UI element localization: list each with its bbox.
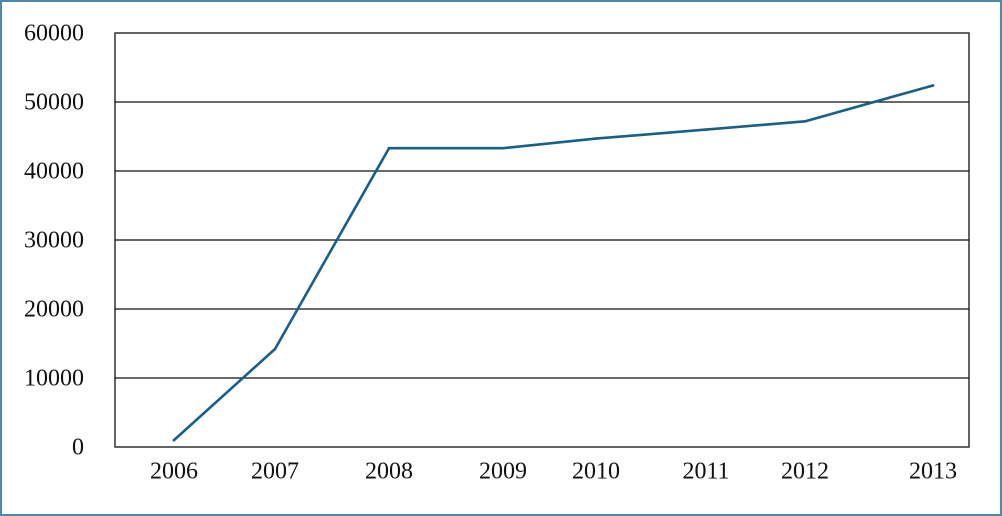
data-point-2008: [387, 146, 391, 150]
data-point-2009: [501, 146, 505, 150]
data-point-2013: [931, 84, 935, 87]
plot-area: [114, 32, 970, 448]
y-tick-label: 60000: [24, 21, 84, 47]
data-point-2010: [594, 137, 598, 140]
data-point-2011: [704, 128, 708, 131]
y-tick-label: 50000: [24, 90, 84, 116]
y-tick-label: 0: [72, 435, 84, 461]
x-tick-label: 2013: [909, 459, 957, 485]
x-tick-label: 2007: [251, 459, 299, 485]
x-tick-label: 2011: [682, 459, 729, 485]
y-tick-label: 20000: [24, 297, 84, 323]
series-line: [172, 84, 935, 442]
x-tick-label: 2009: [479, 459, 527, 485]
x-tick-label: 2006: [150, 459, 198, 485]
x-tick-label: 2012: [781, 459, 829, 485]
x-tick-label: 2010: [572, 459, 620, 485]
y-tick-label: 40000: [24, 159, 84, 185]
data-point-2006: [172, 438, 176, 442]
y-tick-label: 10000: [24, 366, 84, 392]
data-point-2012: [803, 120, 807, 123]
y-tick-label: 30000: [24, 228, 84, 254]
x-axis-ticks: 2006 2007 2008 2009 2010 2011 2012 2013: [150, 459, 957, 485]
gridlines: [115, 101, 969, 379]
series: [172, 84, 935, 442]
y-axis-ticks: 0 10000 20000 30000 40000 50000 60000: [24, 21, 84, 461]
data-point-2007: [273, 347, 277, 351]
x-tick-label: 2008: [365, 459, 413, 485]
